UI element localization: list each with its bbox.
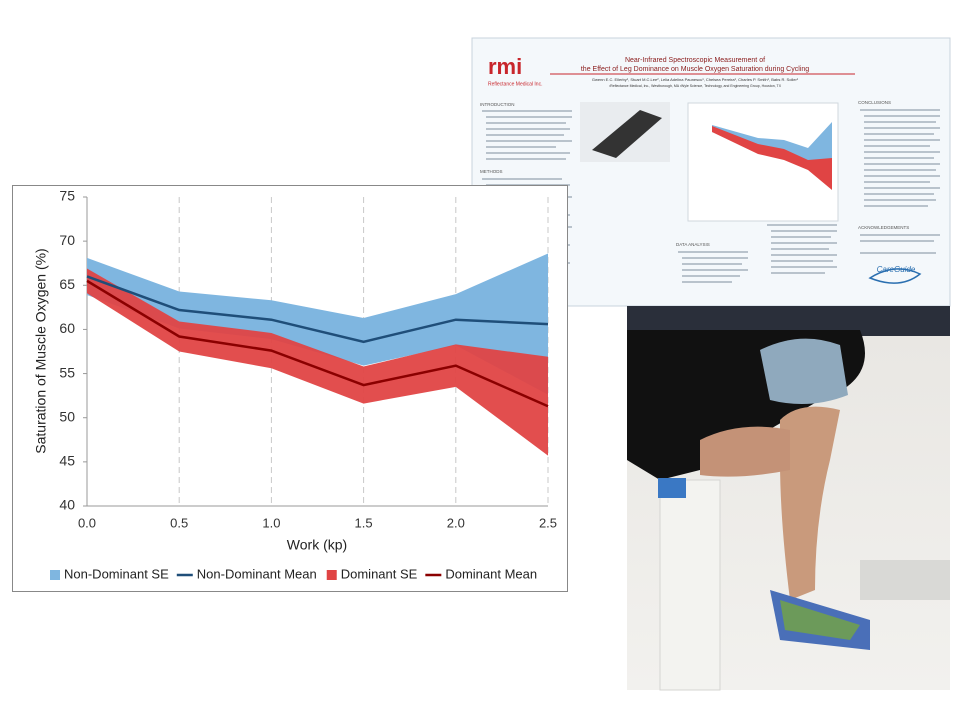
poster-company: Reflectance Medical Inc. <box>488 81 542 87</box>
poster-logo: rmi <box>488 54 522 79</box>
poster-heading: METHODS <box>480 169 503 174</box>
y-tick-label: 75 <box>59 188 75 204</box>
poster-authors: Gwenn E.C. Ellerby¹, Stuart M.C.Lee², Le… <box>592 77 799 82</box>
legend-label: Non-Dominant Mean <box>197 566 317 581</box>
poster-heading: INTRODUCTION <box>480 102 515 107</box>
y-tick-label: 45 <box>59 453 75 469</box>
photo <box>627 306 950 691</box>
x-axis-title: Work (kp) <box>287 537 347 553</box>
y-tick-label: 55 <box>59 364 75 380</box>
photo-bike-base <box>860 560 950 600</box>
se-band <box>87 253 548 395</box>
y-tick-label: 60 <box>59 320 75 336</box>
legend-label: Dominant SE <box>341 566 418 581</box>
y-tick-label: 50 <box>59 408 75 424</box>
se-band <box>87 268 548 456</box>
photo-bike-frame <box>659 479 721 691</box>
x-tick-label: 1.5 <box>355 515 373 530</box>
poster-heading: DATA ANALYSIS <box>676 242 710 247</box>
x-tick-label: 0.5 <box>170 515 188 530</box>
poster-heading: CONCLUSIONS <box>858 100 891 105</box>
x-tick-label: 1.0 <box>262 515 280 530</box>
chart: Work (kp) Saturation of Muscle Oxygen (%… <box>33 188 557 582</box>
photo-leg <box>780 406 840 600</box>
y-tick-label: 65 <box>59 276 75 292</box>
legend-label: Non-Dominant SE <box>64 566 169 581</box>
poster-brand-swoosh <box>868 268 922 284</box>
legend-swatch <box>326 570 337 580</box>
y-tick-label: 70 <box>59 232 75 248</box>
y-tick-label: 40 <box>59 497 75 513</box>
poster-affiliation: ¹Reflectance Medical, Inc., Westborough,… <box>609 84 782 88</box>
photo-sensor <box>760 338 848 404</box>
photo-shoe-pattern <box>780 600 860 640</box>
x-tick-label: 2.0 <box>447 515 465 530</box>
poster-device <box>592 110 662 158</box>
x-tick-label: 2.5 <box>539 515 557 530</box>
legend-label: Dominant Mean <box>445 566 537 581</box>
photo-bike-knob <box>658 478 686 498</box>
mean-line <box>86 275 549 344</box>
y-axis-title: Saturation of Muscle Oxygen (%) <box>33 248 49 453</box>
poster-title: Near-Infrared Spectroscopic Measurement … <box>625 57 765 64</box>
photo-knee <box>700 426 790 477</box>
poster-heading: ACKNOWLEDGEMENTS <box>858 225 909 230</box>
legend-swatch <box>50 570 60 580</box>
poster-title: the Effect of Leg Dominance on Muscle Ox… <box>581 66 809 73</box>
x-tick-label: 0.0 <box>78 515 96 530</box>
mean-line <box>86 279 549 408</box>
poster-brand: CareGuide <box>877 265 916 274</box>
poster-chart-band <box>712 126 832 190</box>
